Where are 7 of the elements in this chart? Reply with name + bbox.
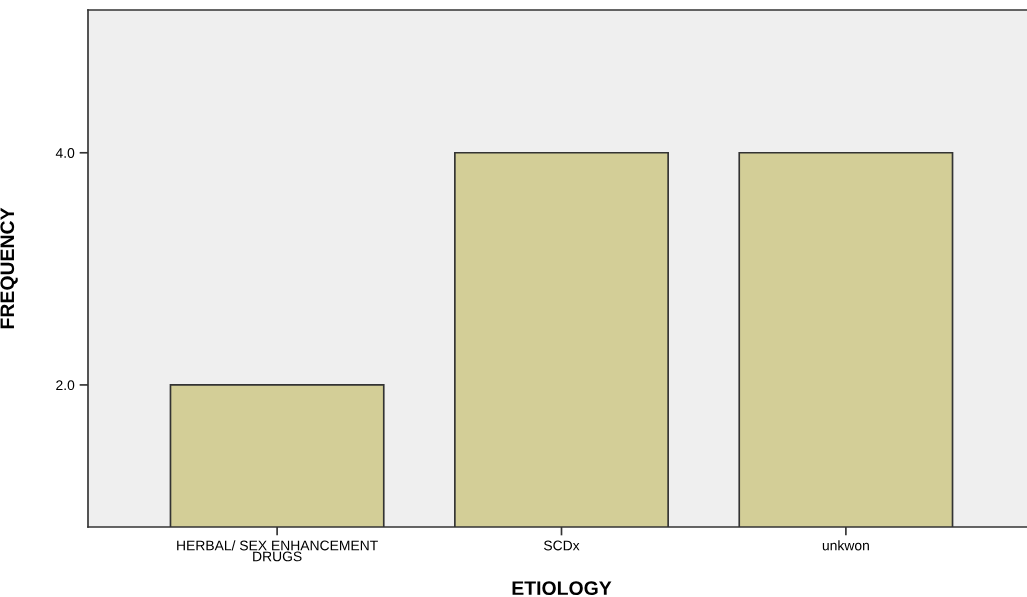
x-tick-label: HERBAL/ SEX ENHANCEMENT DRUGS: [177, 540, 378, 562]
y-axis-title: FREQUENCY: [0, 207, 18, 329]
x-tick-label: SCDx: [544, 540, 580, 551]
x-axis-title: ETIOLOGY: [512, 581, 612, 596]
y-tick-label: 4.0: [55, 148, 75, 158]
x-tick-label: unkwon: [822, 540, 869, 551]
y-tick-label: 2.0: [56, 380, 75, 391]
